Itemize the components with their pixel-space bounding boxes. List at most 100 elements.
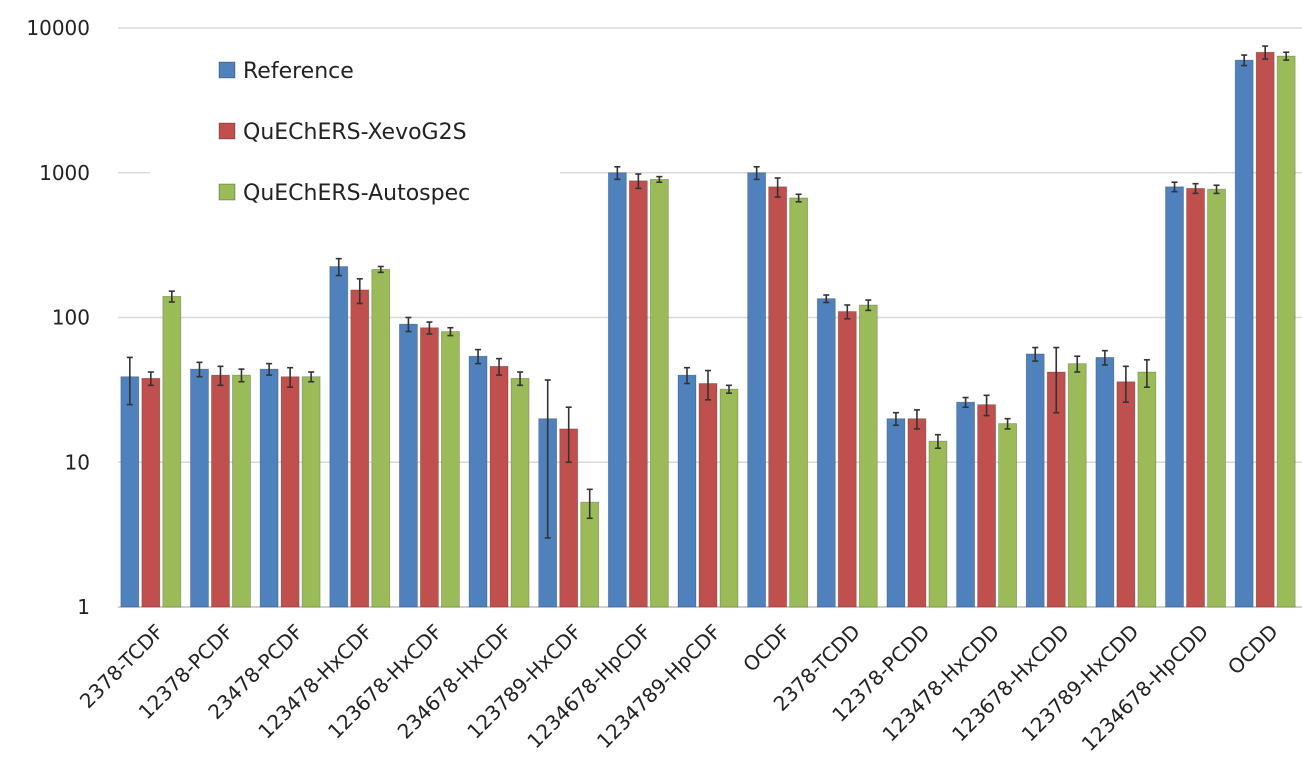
y-tick-label: 10 (65, 450, 90, 474)
x-tick-label: 123478-HxCDD (877, 620, 1004, 747)
bar-123678-HxCDF-Reference (399, 323, 418, 608)
bar-23478-PCDF-QuEChERS-Autospec (301, 376, 321, 608)
error-bar-123678-HxCDD-Reference (1032, 346, 1039, 362)
error-bar-23478-PCDF-Reference (266, 362, 273, 376)
error-bar-123789-HxCDD-Reference (1101, 349, 1108, 366)
error-bar-123478-HxCDF-QuEChERS-Autospec (377, 265, 384, 274)
error-bar-1234789-HpCDF-QuEChERS-Autospec (726, 384, 732, 394)
bar-123678-HxCDF-QuEChERS-XevoG2S (420, 327, 439, 608)
error-bar-OCDD-Reference (1241, 54, 1248, 67)
bar-1234678-HpCDD-Reference (1165, 186, 1184, 608)
error-bar-1234789-HpCDF-Reference (684, 366, 690, 385)
legend-swatch (218, 61, 236, 79)
error-bar-123478-HxCDD-Reference (962, 396, 969, 409)
bar-OCDD-QuEChERS-XevoG2S (1255, 51, 1275, 608)
error-bar-234678-HxCDF-QuEChERS-Autospec (517, 371, 524, 387)
bar-1234789-HpCDF-QuEChERS-XevoG2S (698, 383, 718, 608)
error-bar-123478-HxCDF-QuEChERS-XevoG2S (356, 278, 363, 305)
bar-123789-HxCDD-QuEChERS-XevoG2S (1116, 381, 1136, 608)
bar-12378-PCDF-QuEChERS-Autospec (232, 374, 251, 608)
x-tick-label: OCDF (738, 620, 795, 677)
legend-background (150, 40, 560, 220)
error-bar-1234678-HpCDD-QuEChERS-Autospec (1213, 184, 1220, 195)
x-tick-label: OCDD (1223, 620, 1283, 680)
bar-1234678-HpCDF-Reference (607, 172, 627, 608)
error-bar-123478-HxCDF-Reference (335, 257, 342, 277)
bar-OCDD-QuEChERS-Autospec (1276, 55, 1296, 608)
error-bar-23478-PCDF-QuEChERS-Autospec (308, 371, 315, 383)
bar-123789-HxCDD-Reference (1095, 357, 1115, 608)
legend-label: Reference (243, 59, 354, 84)
error-bar-12378-PCDD-QuEChERS-XevoG2S (913, 409, 920, 430)
bar-1234678-HpCDD-QuEChERS-Autospec (1207, 188, 1226, 608)
error-bar-OCDD-QuEChERS-XevoG2S (1262, 45, 1269, 60)
x-tick-label: 1234678-HpCDF (522, 620, 656, 754)
bar-1234678-HpCDF-QuEChERS-Autospec (649, 178, 669, 608)
error-bar-123789-HxCDD-QuEChERS-Autospec (1143, 359, 1150, 388)
bar-12378-PCDF-QuEChERS-XevoG2S (211, 374, 230, 608)
error-bar-234678-HxCDF-QuEChERS-XevoG2S (496, 357, 503, 376)
bar-123478-HxCDF-QuEChERS-XevoG2S (350, 289, 370, 608)
error-bar-123678-HxCDF-QuEChERS-Autospec (447, 326, 454, 337)
error-bar-12378-PCDD-QuEChERS-Autospec (934, 433, 941, 450)
bar-123478-HxCDD-QuEChERS-Autospec (998, 423, 1017, 608)
bar-123678-HxCDD-Reference (1025, 353, 1045, 608)
legend-label: QuEChERS-XevoG2S (243, 120, 467, 145)
error-bar-23478-PCDF-QuEChERS-XevoG2S (287, 366, 294, 388)
error-bar-OCDF-QuEChERS-XevoG2S (774, 177, 781, 198)
error-bar-12378-PCDF-QuEChERS-XevoG2S (217, 365, 224, 387)
error-bar-2378-TCDD-QuEChERS-Autospec (865, 299, 872, 312)
bar-123478-HxCDD-Reference (956, 401, 975, 608)
x-tick-label: 123789-HxCDD (1017, 620, 1144, 747)
bar-123478-HxCDF-QuEChERS-Autospec (371, 268, 391, 608)
legend-label: QuEChERS-Autospec (243, 181, 470, 206)
bar-2378-TCDF-Reference (120, 376, 140, 608)
bar-12378-PCDD-QuEChERS-XevoG2S (907, 418, 927, 608)
bar-OCDF-Reference (747, 172, 767, 608)
x-tick-label: 1234678-HpCDD (1077, 620, 1213, 756)
error-bar-OCDF-Reference (753, 165, 760, 181)
error-bar-1234678-HpCDF-QuEChERS-Autospec (656, 175, 663, 184)
bar-1234678-HpCDD-QuEChERS-XevoG2S (1186, 187, 1205, 608)
legend-swatch (218, 122, 236, 140)
bar-2378-TCDF-QuEChERS-XevoG2S (141, 377, 161, 608)
error-bar-123789-HxCDD-QuEChERS-XevoG2S (1122, 365, 1129, 403)
error-bar-123789-HxCDF-QuEChERS-XevoG2S (565, 406, 572, 464)
y-tick-label: 1000 (39, 161, 90, 185)
bar-234678-HxCDF-QuEChERS-XevoG2S (489, 365, 509, 608)
error-bar-OCDD-QuEChERS-Autospec (1283, 51, 1290, 61)
error-bar-12378-PCDF-Reference (196, 361, 203, 378)
error-bar-2378-TCDD-QuEChERS-XevoG2S (844, 304, 851, 320)
error-bar-123678-HxCDD-QuEChERS-Autospec (1074, 355, 1081, 373)
error-bar-1234678-HpCDD-QuEChERS-XevoG2S (1192, 182, 1199, 195)
error-bar-1234678-HpCDD-Reference (1171, 181, 1178, 193)
error-bar-OCDF-QuEChERS-Autospec (795, 193, 802, 203)
bar-1234789-HpCDF-Reference (677, 374, 697, 608)
error-bar-2378-TCDF-Reference (126, 356, 133, 406)
bar-123478-HxCDD-QuEChERS-XevoG2S (977, 404, 996, 608)
bar-123678-HxCDF-QuEChERS-Autospec (441, 331, 460, 608)
y-tick-label: 100 (52, 306, 90, 330)
y-axis-ticks: 1 10 100 1000 10000 (26, 16, 90, 619)
y-tick-label: 1 (77, 595, 90, 619)
bar-23478-PCDF-Reference (259, 368, 279, 608)
bar-23478-PCDF-QuEChERS-XevoG2S (280, 376, 300, 608)
bar-234678-HxCDF-QuEChERS-Autospec (510, 377, 530, 608)
error-bar-123789-HxCDF-Reference (544, 379, 551, 539)
bar-2378-TCDD-Reference (816, 298, 836, 608)
error-bar-12378-PCDD-Reference (892, 411, 899, 427)
legend-swatch (218, 183, 236, 201)
x-axis-labels: 2378-TCDF12378-PCDF23478-PCDF123478-HxCD… (75, 620, 1283, 756)
error-bar-123678-HxCDF-QuEChERS-XevoG2S (426, 321, 433, 335)
error-bar-2378-TCDD-Reference (823, 294, 830, 304)
x-tick-label: 123678-HxCDD (947, 620, 1074, 747)
bar-123678-HxCDD-QuEChERS-Autospec (1067, 363, 1087, 608)
bar-12378-PCDD-Reference (886, 418, 906, 608)
error-bar-2378-TCDF-QuEChERS-Autospec (168, 290, 175, 303)
bar-1234678-HpCDF-QuEChERS-XevoG2S (628, 180, 648, 608)
bars (120, 45, 1296, 608)
bar-OCDF-QuEChERS-Autospec (789, 197, 809, 608)
bar-1234789-HpCDF-QuEChERS-Autospec (719, 388, 739, 608)
bar-2378-TCDD-QuEChERS-XevoG2S (837, 311, 857, 608)
